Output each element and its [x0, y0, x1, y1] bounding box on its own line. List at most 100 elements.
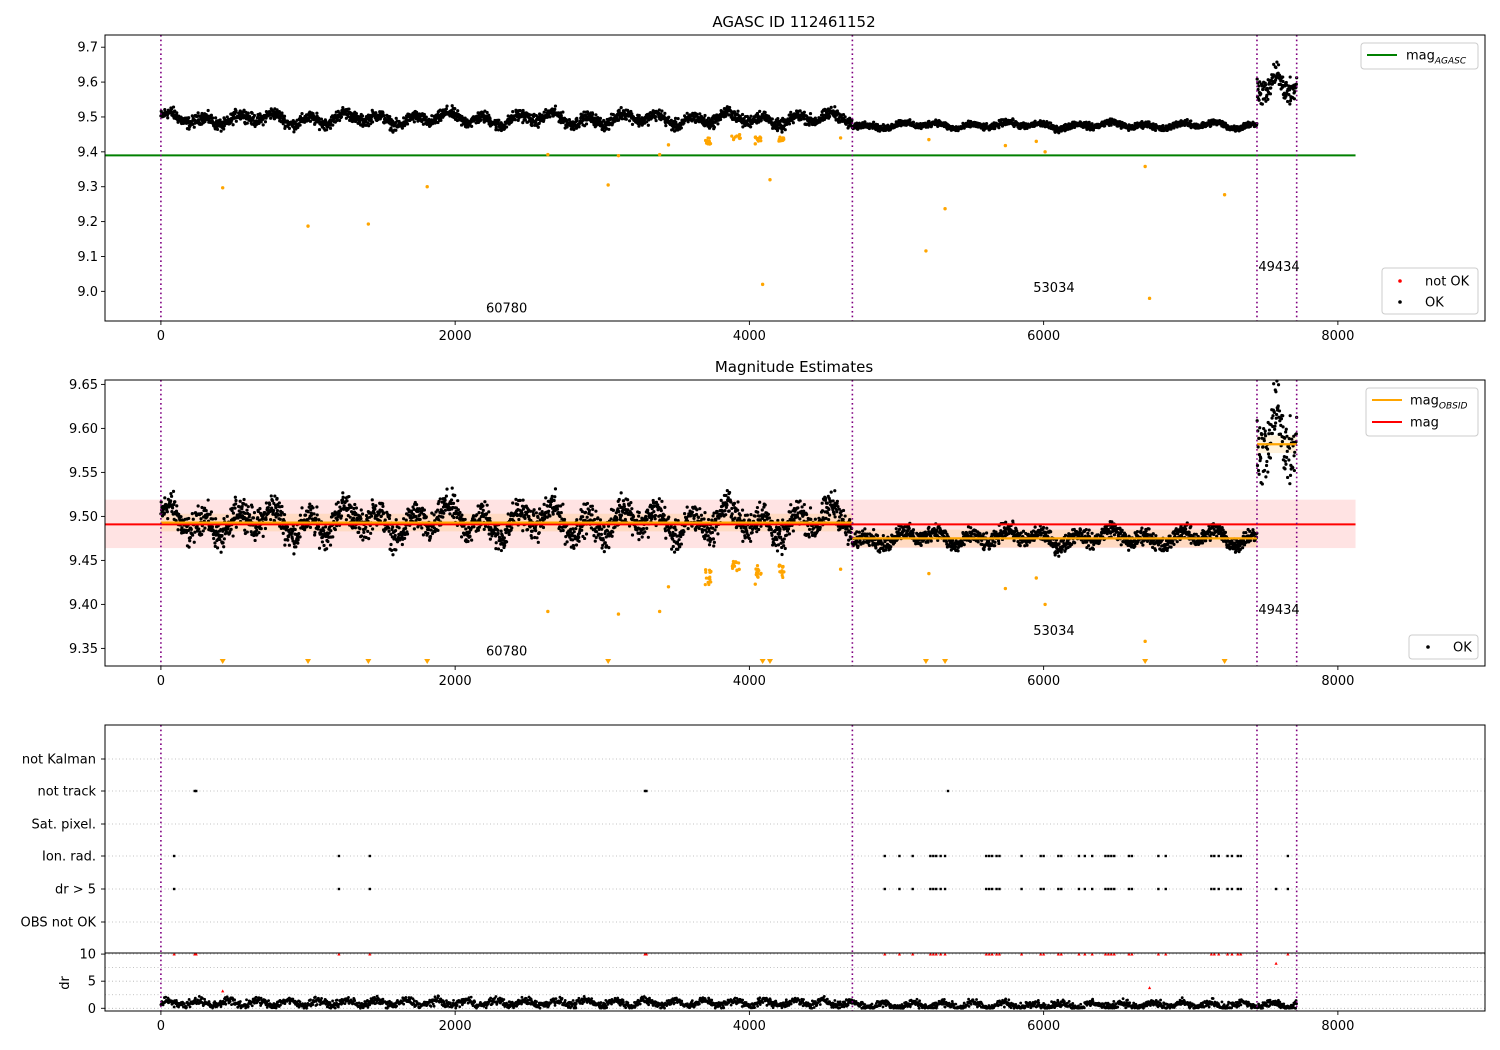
- ok-point: [556, 111, 560, 115]
- ok-point: [263, 526, 268, 531]
- ok-point: [663, 111, 667, 115]
- ok-point: [463, 517, 467, 522]
- ok-point: [780, 130, 784, 134]
- ok-point: [166, 116, 170, 120]
- legend-point-swatch: [1398, 279, 1402, 283]
- ok-point: [259, 527, 263, 531]
- ok-point: [506, 114, 510, 118]
- ok-point: [165, 510, 169, 514]
- ok-point: [300, 111, 304, 116]
- ok-point: [499, 529, 503, 533]
- ok-point: [444, 107, 448, 111]
- ok-point: [547, 509, 551, 513]
- ok-point: [843, 115, 847, 119]
- ok-point: [468, 534, 472, 539]
- ok-point: [341, 491, 345, 495]
- ok-point: [479, 118, 483, 122]
- ok-point: [269, 517, 273, 522]
- ok-point: [240, 504, 244, 509]
- ok-point: [359, 517, 363, 521]
- ok-point: [789, 110, 793, 114]
- ok-point: [630, 112, 634, 116]
- ok-point: [574, 543, 579, 547]
- outlier-point: [657, 152, 662, 157]
- ok-point: [511, 110, 515, 114]
- ok-point: [209, 113, 213, 117]
- ok-point: [238, 109, 242, 113]
- ok-point: [344, 518, 348, 522]
- ok-point: [1292, 97, 1296, 101]
- obsid-label: 60780: [486, 301, 527, 316]
- ok-point: [238, 499, 242, 503]
- ok-point: [298, 123, 302, 127]
- ok-point: [494, 125, 498, 130]
- ok-point: [397, 526, 401, 530]
- magnitude-estimates-panel: Magnitude Estimates 0 2000 4000 6000 80009.3…: [69, 358, 1486, 689]
- ok-point: [234, 502, 238, 506]
- ok-point: [382, 113, 386, 118]
- ok-point: [210, 525, 214, 529]
- agasc-panel-title: AGASC ID 112461152: [712, 13, 875, 31]
- ok-point: [428, 534, 433, 539]
- outlier-point: [1147, 296, 1152, 301]
- obsid-label: 49434: [1258, 260, 1299, 275]
- ok-point: [298, 513, 303, 517]
- outlier-point: [706, 141, 710, 145]
- ok-point: [253, 538, 257, 543]
- ok-point: [511, 501, 515, 505]
- ok-point: [277, 501, 281, 505]
- ok-point: [201, 529, 205, 533]
- y-tick-label: 9.6: [77, 76, 98, 91]
- ok-point: [360, 512, 365, 516]
- ok-point: [464, 527, 468, 531]
- ok-point: [337, 118, 342, 123]
- ok-point: [187, 116, 191, 120]
- ok-point: [199, 517, 203, 521]
- outlier-point: [1043, 150, 1047, 154]
- ok-point: [561, 110, 565, 114]
- ok-point: [504, 125, 509, 129]
- outlier-point: [924, 249, 928, 253]
- ok-point: [567, 118, 571, 122]
- ok-point: [371, 502, 375, 507]
- ok-point: [252, 510, 257, 515]
- ok-point: [383, 518, 387, 522]
- ok-point: [624, 117, 628, 121]
- ok-point: [577, 535, 581, 539]
- ok-point: [175, 111, 179, 115]
- ok-point: [460, 513, 464, 517]
- ok-point: [544, 108, 548, 112]
- ok-point: [422, 508, 426, 512]
- ok-point: [246, 505, 250, 509]
- ok-point: [456, 499, 460, 503]
- estimates-panel-title: Magnitude Estimates: [715, 358, 873, 376]
- ok-point: [222, 537, 226, 541]
- ok-point: [231, 511, 236, 515]
- ok-point: [370, 120, 375, 124]
- ok-point: [456, 109, 460, 113]
- ok-point: [829, 105, 833, 109]
- ok-point: [598, 116, 603, 120]
- ok-point: [620, 117, 624, 121]
- ok-point: [391, 553, 395, 557]
- ok-point: [1189, 119, 1193, 123]
- ok-point: [394, 116, 398, 120]
- ok-point: [367, 124, 371, 128]
- ok-point: [558, 514, 562, 519]
- low-point: [731, 138, 736, 142]
- ok-point: [173, 500, 177, 504]
- ok-point: [679, 126, 683, 130]
- ok-point: [171, 105, 176, 109]
- outlier-point: [838, 136, 843, 140]
- ok-point: [331, 123, 335, 127]
- ok-point: [286, 538, 290, 542]
- low-point: [738, 132, 742, 137]
- ok-point: [476, 528, 481, 532]
- ok-point: [808, 111, 813, 116]
- ok-point: [526, 527, 530, 532]
- outlier-point: [1003, 143, 1008, 148]
- ok-point: [585, 515, 589, 519]
- ok-point: [405, 532, 410, 536]
- outlier-point: [1034, 139, 1038, 144]
- ok-point: [197, 527, 201, 531]
